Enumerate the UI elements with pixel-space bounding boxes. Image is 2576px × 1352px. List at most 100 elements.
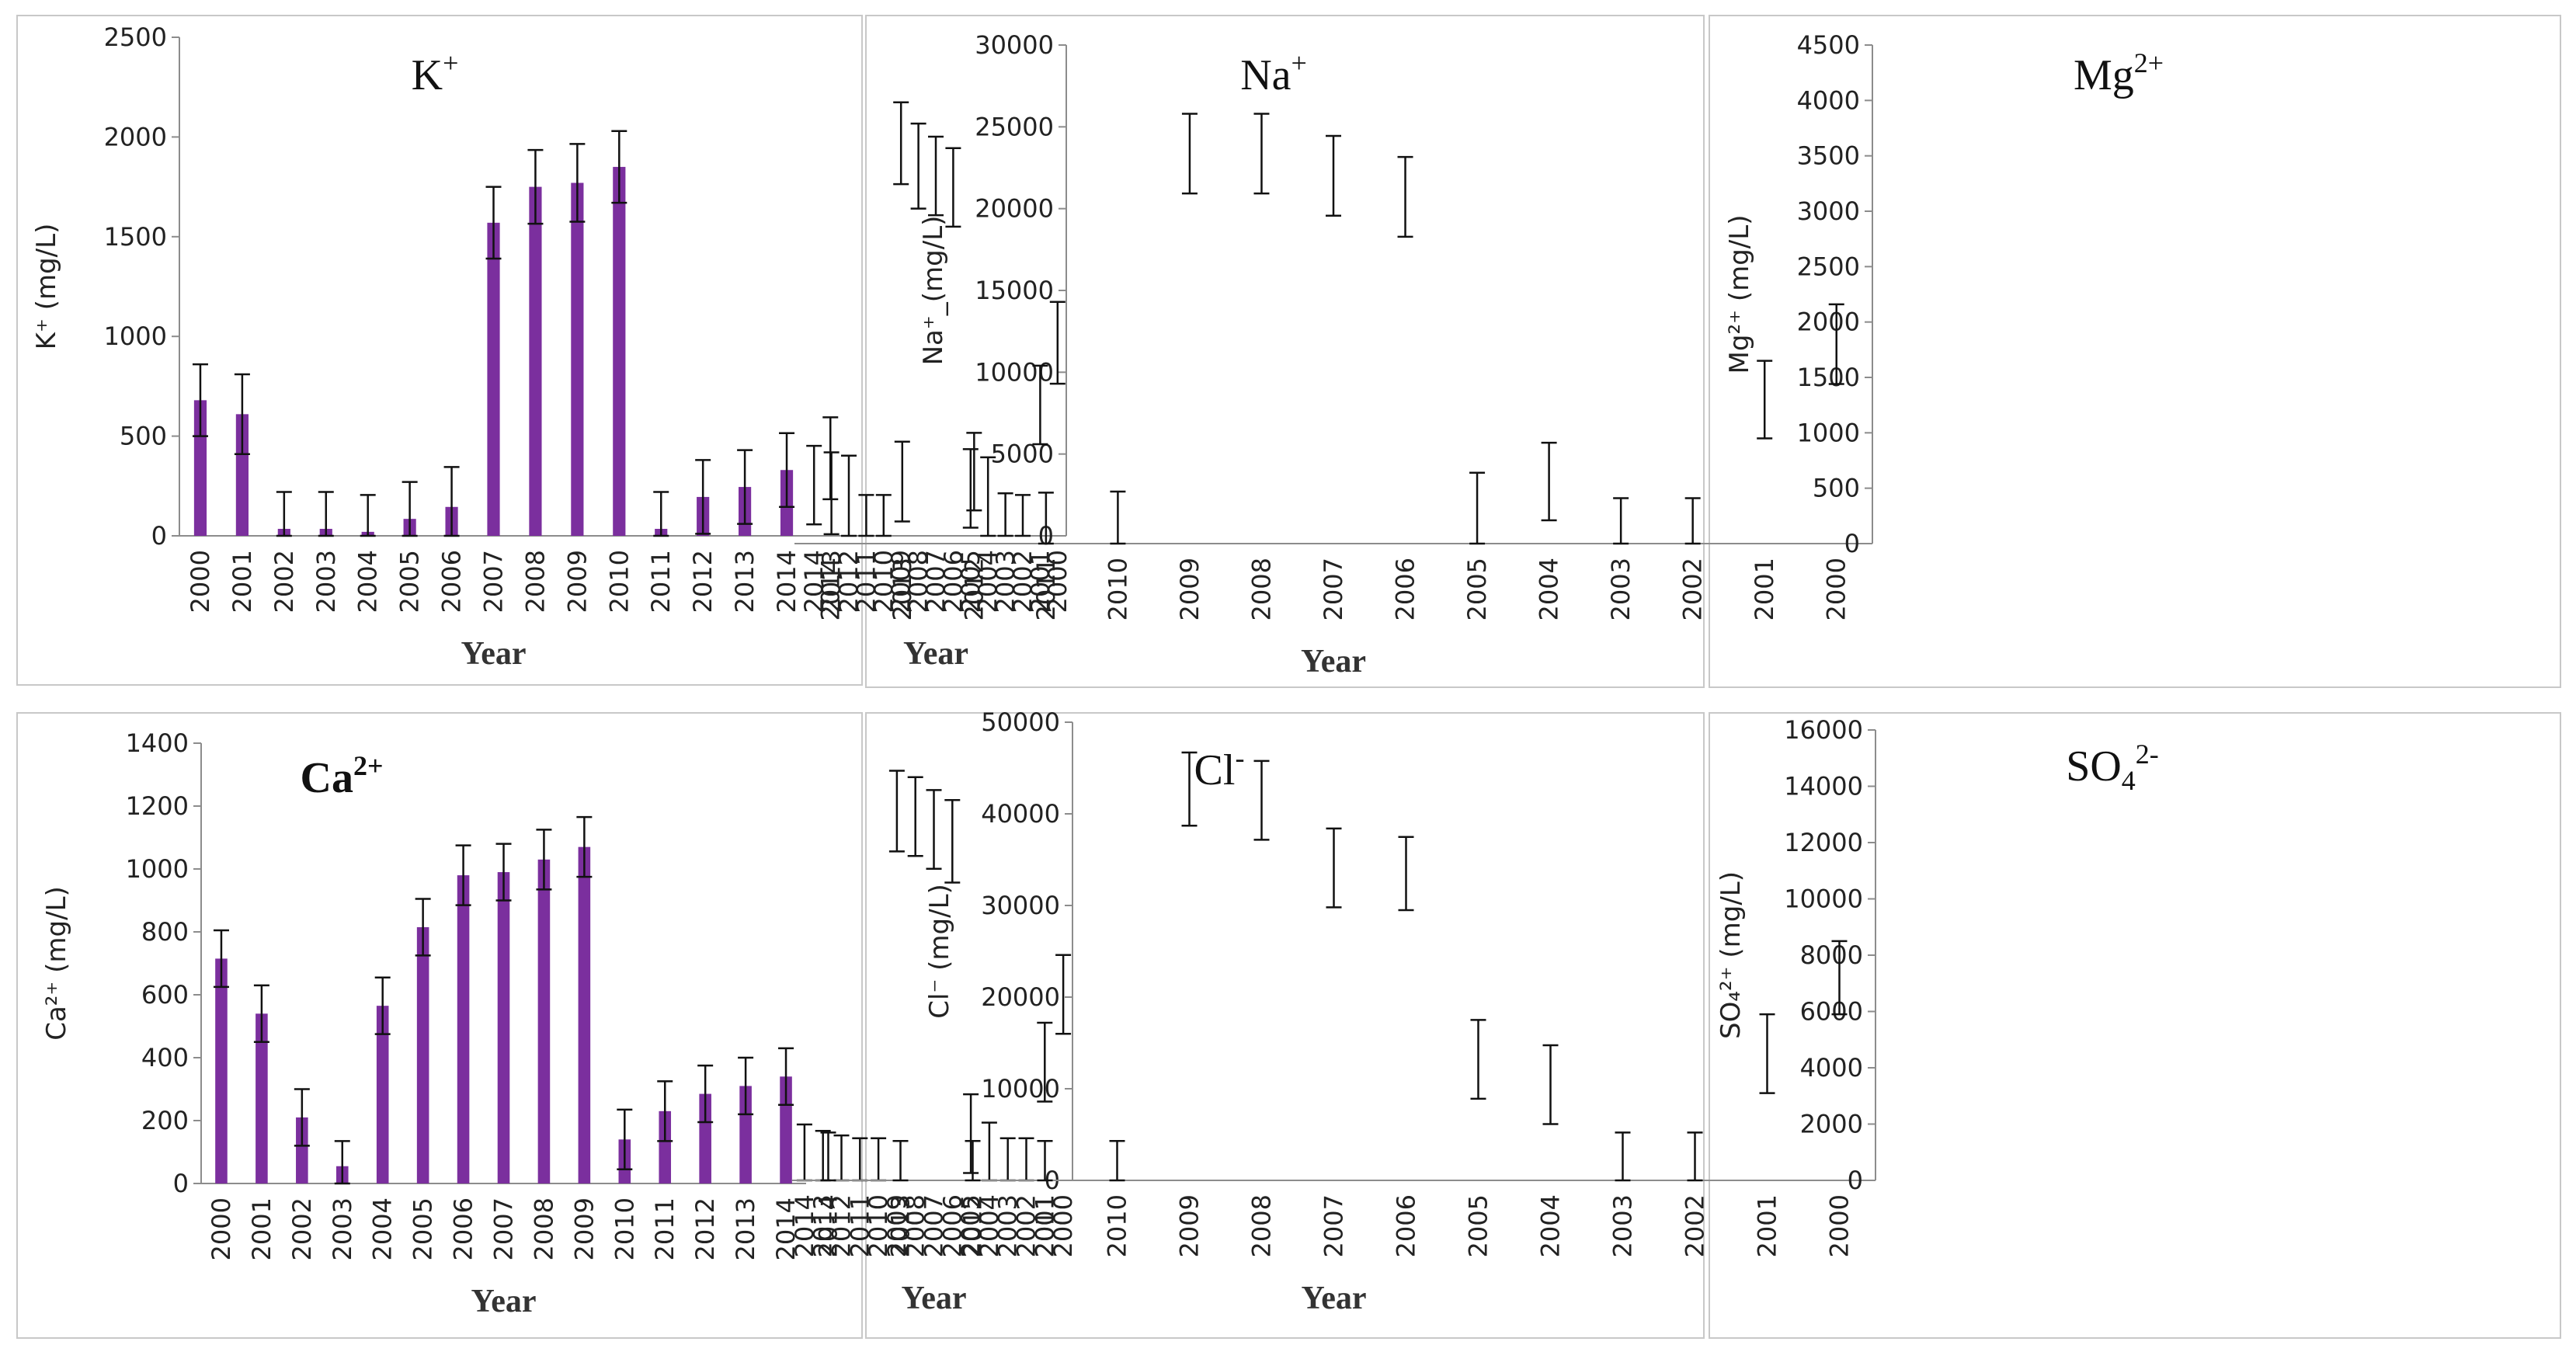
x-tick-label: 2014	[799, 550, 829, 613]
x-tick-label: 2007	[1319, 558, 1348, 620]
y-tick-label: 2500	[104, 23, 167, 52]
chart-title: K+	[412, 47, 459, 99]
bar	[537, 859, 551, 1183]
chart-title-superscript: 2-	[2136, 739, 2159, 770]
x-axis-label: Year	[1302, 1281, 1367, 1316]
x-tick-label: 2008	[520, 550, 550, 613]
panel-border	[865, 15, 1705, 688]
x-tick-label: 2007	[489, 1197, 519, 1260]
x-tick-label: 2011	[845, 1194, 874, 1257]
panel-border	[1709, 15, 2561, 688]
bar	[699, 1093, 711, 1183]
x-tick-label: 2006	[937, 1194, 967, 1257]
y-tick-label: 20000	[981, 982, 1060, 1012]
y-tick-label: 30000	[975, 30, 1054, 60]
x-tick-label: 2001	[228, 550, 257, 613]
y-tick-label: 25000	[975, 112, 1054, 141]
panel-border	[1709, 712, 2561, 1339]
y-tick-label: 50000	[981, 707, 1060, 737]
x-tick-label: 2002	[269, 550, 299, 613]
panel-border	[16, 15, 863, 686]
y-tick-label: 500	[1813, 474, 1860, 503]
chart-panel-3: 0 200 400 600 800 1000 1200 1400 Ca²⁺ (mg/L) 2000…	[16, 712, 863, 1339]
y-tick-label: 16000	[1784, 715, 1863, 745]
y-tick-label: 2000	[1800, 1110, 1863, 1139]
chart-title-base: Na	[1240, 51, 1291, 99]
x-tick-label: 2005	[1464, 1194, 1493, 1257]
x-tick-label: 2010	[1103, 1194, 1132, 1257]
bar	[235, 414, 249, 536]
x-tick-label: 2006	[938, 550, 968, 613]
y-tick-label: 4500	[1797, 30, 1860, 60]
y-tick-label: 8000	[1800, 940, 1863, 970]
chart-title-base: Ca	[301, 754, 353, 802]
chart-title: SO42-	[2066, 739, 2159, 796]
y-tick-label: 2500	[1797, 252, 1860, 281]
chart-panel-5: 0200040006000800010000120001400016000SO₄…	[792, 712, 2561, 1339]
x-tick-label: 2006	[437, 550, 467, 613]
chart-panel-1: 050001000015000200002500030000Na⁺_(mg/L)…	[799, 15, 1705, 688]
y-tick-label: 500	[120, 422, 167, 451]
x-tick-label: 2007	[1319, 1194, 1349, 1257]
y-axis-label: K⁺ (mg/L)	[31, 224, 62, 350]
x-tick-label: 2008	[1246, 558, 1276, 620]
x-tick-label: 2008	[1247, 1194, 1277, 1257]
x-tick-label: 2000	[1043, 550, 1072, 613]
chart-title: Na+	[1240, 47, 1307, 99]
y-tick-label: 1500	[1797, 363, 1860, 392]
x-tick-label: 2002	[287, 1197, 317, 1260]
y-tick-label: 800	[141, 917, 189, 947]
y-tick-label: 0	[1844, 529, 1860, 558]
x-tick-label: 2012	[958, 1194, 988, 1257]
x-tick-label: 2011	[646, 550, 676, 613]
chart-panel-2: 0 500 1000 1500 2000 2500 3000 3500 4000 4500 Mg²⁺…	[794, 15, 2561, 688]
x-tick-label: 2007	[921, 550, 951, 613]
y-axis-label: Na⁺_(mg/L)	[918, 216, 949, 366]
chart-title-superscript: 2+	[353, 750, 384, 781]
x-tick-label: 2006	[449, 1197, 478, 1260]
bar	[780, 1076, 792, 1183]
bar	[613, 166, 626, 537]
y-tick-label: 1200	[126, 791, 189, 821]
x-tick-label: 2005	[956, 1194, 986, 1257]
chart-title-subscript: 4	[2122, 765, 2136, 796]
bar	[193, 400, 207, 536]
x-tick-label: 2000	[1825, 1194, 1855, 1257]
bar	[296, 1117, 308, 1183]
x-tick-label: 2002	[1008, 550, 1038, 613]
x-tick-label: 2001	[1030, 1194, 1059, 1257]
x-axis-label: Year	[902, 1281, 967, 1316]
x-tick-label: 2010	[864, 1194, 893, 1257]
y-tick-label: 0	[173, 1169, 189, 1198]
y-tick-label: 2000	[104, 122, 167, 151]
x-tick-label: 2001	[247, 1197, 276, 1260]
x-tick-label: 2014	[814, 1194, 843, 1257]
bar	[416, 926, 429, 1183]
x-tick-label: 2013	[888, 558, 917, 620]
x-tick-label: 2010	[869, 550, 899, 613]
x-tick-label: 2002	[1012, 1194, 1041, 1257]
y-tick-label: 10000	[975, 357, 1054, 387]
x-axis-label: Year	[471, 1284, 537, 1319]
x-tick-label: 2003	[993, 1194, 1023, 1257]
x-tick-label: 2003	[311, 550, 341, 613]
x-tick-label: 2003	[328, 1197, 357, 1260]
x-tick-label: 2012	[959, 558, 989, 620]
x-tick-label: 2002	[1681, 1194, 1710, 1257]
y-tick-label: 1500	[104, 222, 167, 252]
bar	[578, 846, 591, 1183]
x-axis-label: Year	[1301, 644, 1366, 679]
x-tick-label: 2013	[731, 1197, 760, 1260]
panel-border	[16, 712, 863, 1339]
y-axis-label: Cl⁻ (mg/L)	[924, 884, 955, 1019]
x-tick-label: 2012	[690, 1197, 720, 1260]
x-tick-label: 2005	[395, 550, 425, 613]
x-tick-label: 2007	[920, 1194, 949, 1257]
x-tick-label: 2009	[569, 1197, 599, 1260]
x-tick-label: 2005	[956, 550, 986, 613]
panel-border	[865, 712, 1705, 1339]
x-tick-label: 2005	[1462, 558, 1492, 620]
x-tick-label: 2006	[1391, 558, 1420, 620]
x-tick-label: 2004	[1536, 1194, 1566, 1257]
